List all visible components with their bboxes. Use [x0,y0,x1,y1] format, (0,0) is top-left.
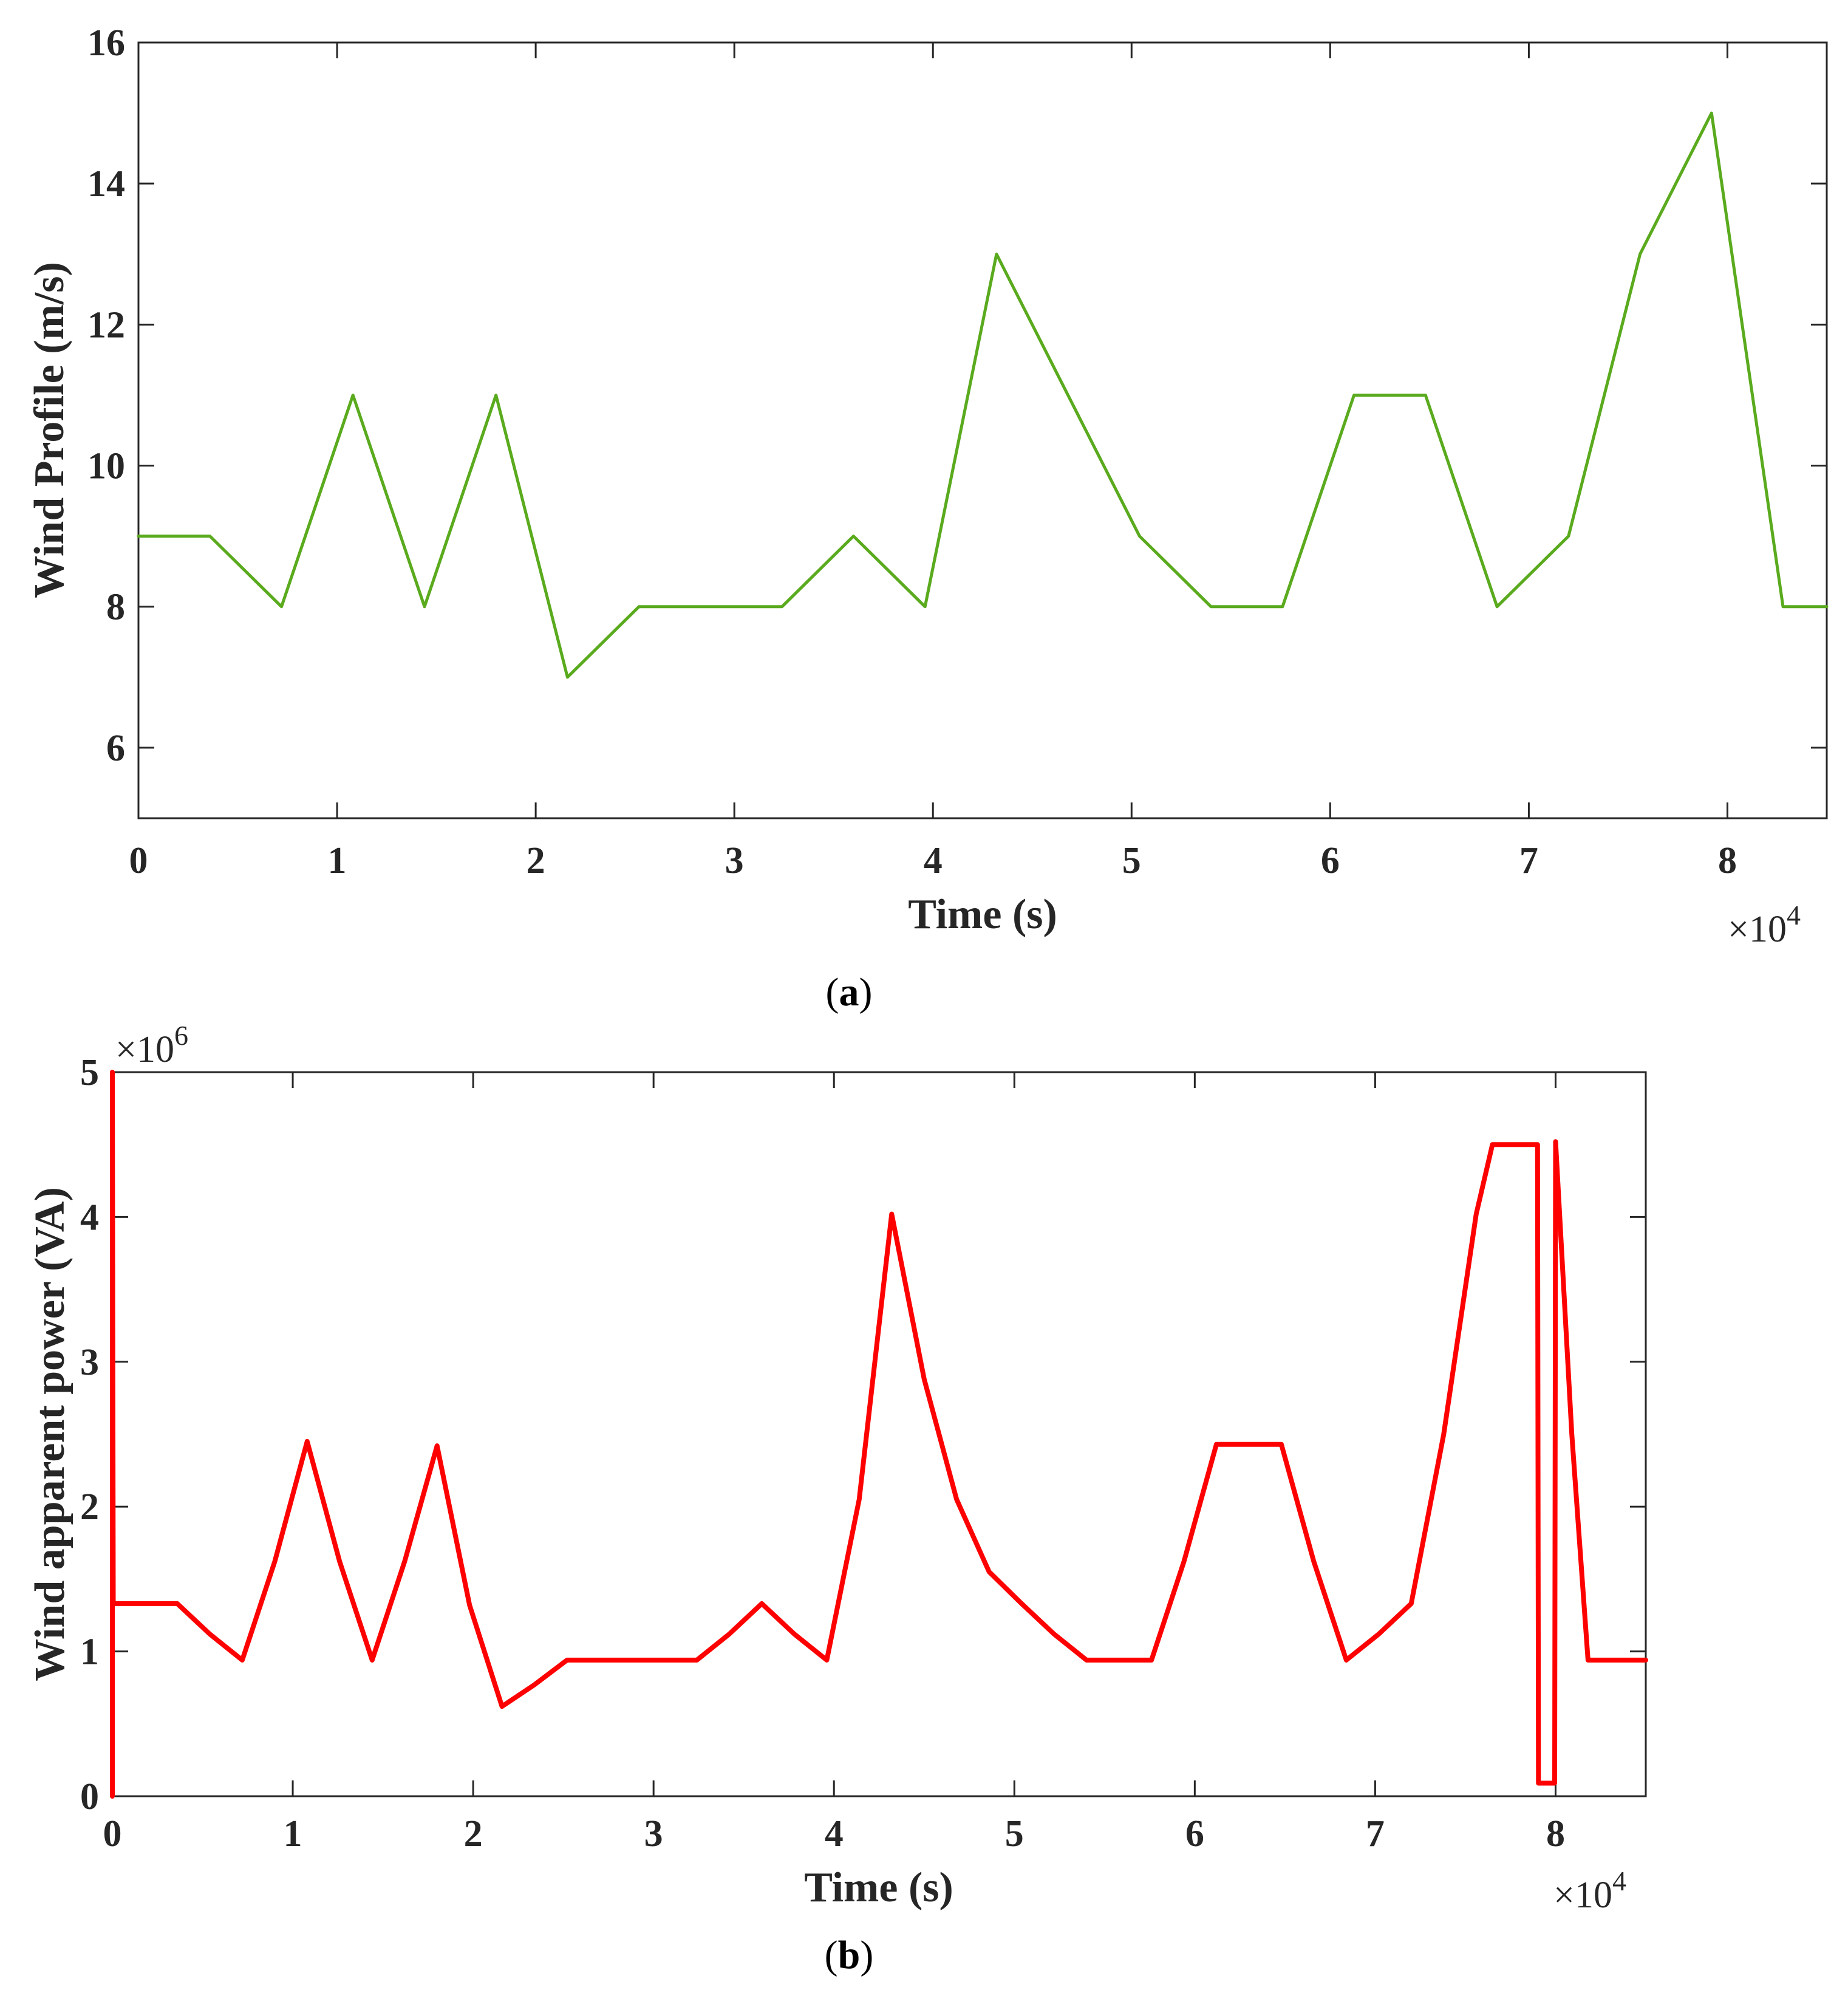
x-tick-label: 2 [527,840,545,881]
x-tick-label: 1 [284,1813,302,1855]
y-tick-labels-a: 6 8 10 12 14 16 [87,22,125,769]
x-tick-label: 6 [1185,1813,1204,1855]
x-tick-labels-b: 0 1 2 3 4 5 6 7 8 [103,1813,1565,1855]
y-tick-label: 2 [80,1486,99,1528]
x-tick-label: 3 [725,840,744,881]
y-tick-label: 10 [87,446,125,487]
x-exponent-base-a: ×10 [1728,909,1787,950]
y-tick-label: 8 [106,587,125,628]
panel-letter-b: b [838,1933,861,1977]
x-tick-label: 2 [464,1813,483,1855]
y-tick-label: 6 [106,728,125,769]
y-tick-label: 1 [80,1632,99,1673]
series-lines-a [137,111,1829,679]
y-tick-label: 16 [87,22,125,64]
y-tick-label: 12 [87,304,125,346]
panel-label-a: (a) [826,970,873,1014]
x-tick-label: 7 [1366,1813,1385,1855]
x-tick-label: 7 [1519,840,1538,881]
x-exponent-base-b: ×10 [1553,1875,1612,1916]
y-tick-labels-b: 0 1 2 3 4 5 [80,1052,99,1817]
x-axis-title-b: Time (s) [804,1864,953,1911]
y-axis-title-a: Wind Profile (m/s) [26,262,73,598]
x-tick-label: 5 [1122,840,1141,881]
x-exponent-label-a: ×104 [1728,900,1801,950]
x-tick-label: 1 [328,840,347,881]
y-exponent-base-b: ×10 [115,1029,174,1070]
x-exponent-power-a: 4 [1787,900,1801,931]
tick-marks-a [137,41,1827,818]
x-tick-label: 3 [644,1813,663,1855]
plot-area-frame-b [111,1071,1647,1797]
y-tick-label: 4 [80,1197,99,1238]
y-axis-title-b: Wind apparent power (VA) [27,1187,73,1681]
x-tick-label: 6 [1321,840,1340,881]
y-exponent-label-b: ×106 [115,1020,188,1070]
y-exponent-power-b: 6 [174,1020,188,1051]
series-line-wind-apparent-power [110,1070,1648,1799]
x-tick-label: 4 [825,1813,844,1855]
x-tick-label: 0 [103,1813,122,1855]
plot-area-frame-a [137,41,1828,819]
y-tick-label: 14 [87,163,125,205]
y-tick-label: 0 [80,1776,99,1817]
series-lines-b [110,1070,1648,1799]
x-tick-labels-a: 0 1 2 3 4 5 6 7 8 [129,840,1737,881]
x-exponent-label-b: ×104 [1553,1865,1626,1916]
x-tick-label: 4 [924,840,943,881]
tick-marks-b [111,1071,1646,1797]
x-tick-label: 8 [1718,840,1737,881]
x-tick-label: 8 [1546,1813,1565,1855]
x-axis-title-a: Time (s) [908,891,1057,938]
chart-panel-b: 0 1 2 3 4 5 6 7 8 0 1 2 3 4 5 Time (s) Wind apparent … [27,1020,1648,1977]
panel-label-b: (b) [825,1933,874,1977]
x-exponent-power-b: 4 [1612,1865,1626,1896]
panel-letter-a: a [839,970,859,1014]
x-tick-label: 0 [129,840,148,881]
x-tick-label: 5 [1005,1813,1024,1855]
series-line-wind-profile [137,111,1829,679]
y-tick-label: 3 [80,1342,99,1383]
y-tick-label: 5 [80,1052,99,1093]
